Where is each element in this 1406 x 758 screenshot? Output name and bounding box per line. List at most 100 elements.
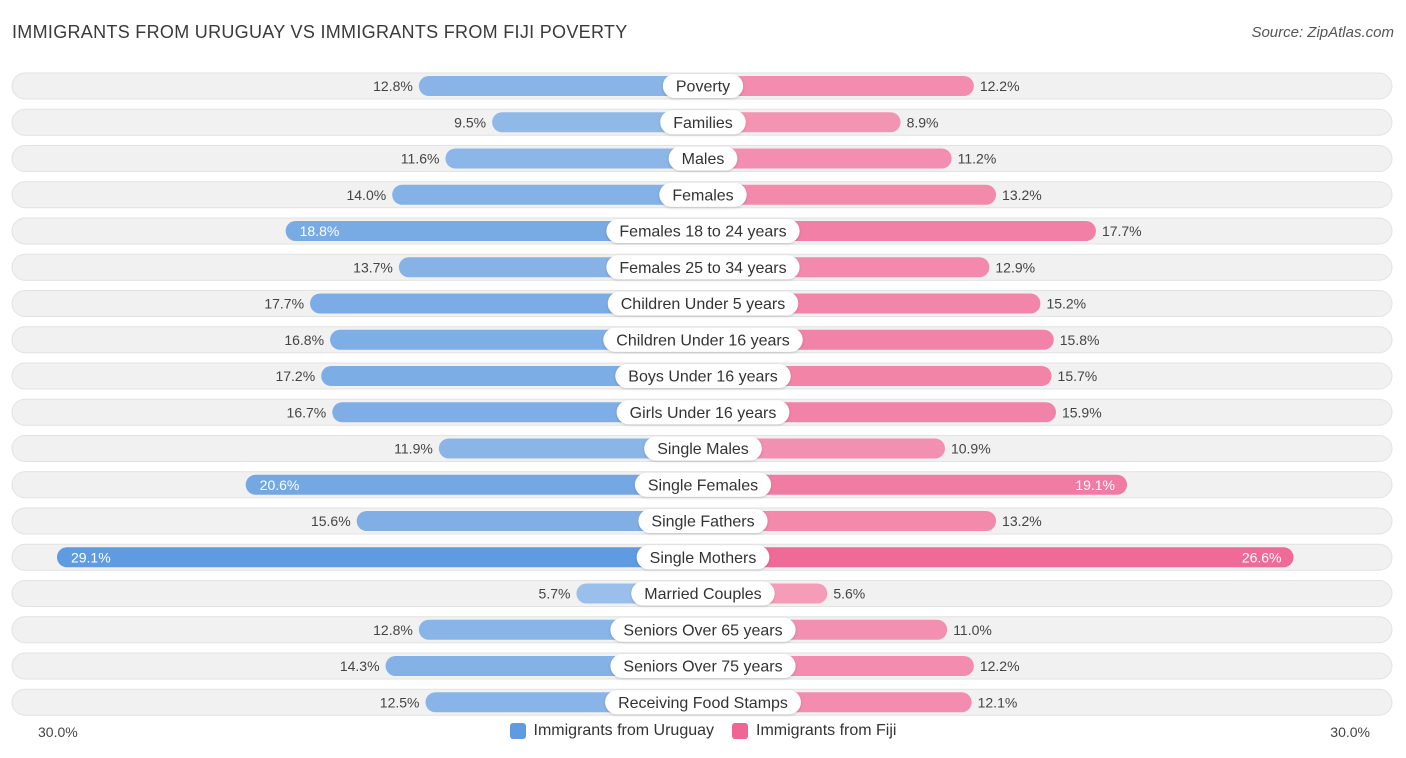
- value-label-uruguay: 17.2%: [275, 368, 315, 384]
- value-label-fiji: 11.2%: [958, 151, 997, 167]
- category-label: Seniors Over 65 years: [623, 622, 782, 639]
- legend-swatch-fiji: [732, 723, 749, 739]
- category-pill: [662, 74, 744, 98]
- bar-uruguay: [310, 293, 703, 314]
- category-pill: [668, 146, 738, 171]
- category-pill: [606, 255, 800, 280]
- bar-uruguay: [356, 511, 703, 531]
- category-label: Males: [682, 151, 725, 168]
- bar-uruguay: [56, 547, 704, 568]
- category-pill: [610, 617, 796, 642]
- category-label: Boys Under 16 years: [628, 369, 777, 386]
- bar-uruguay: [445, 148, 703, 169]
- value-label-uruguay: 29.1%: [71, 549, 111, 565]
- bar-fiji: [703, 474, 1128, 495]
- bar-uruguay: [245, 474, 703, 495]
- value-label-fiji: 8.9%: [907, 114, 939, 130]
- bar-uruguay: [492, 112, 703, 133]
- category-pill: [615, 364, 791, 388]
- bar-fiji: [703, 547, 1294, 568]
- axis-left-label: 30.0%: [38, 724, 78, 740]
- category-pill: [644, 436, 762, 461]
- value-label-uruguay: 15.6%: [311, 513, 351, 529]
- category-label: Single Mothers: [650, 550, 757, 567]
- bar-uruguay: [285, 221, 703, 241]
- value-label-uruguay: 12.8%: [373, 622, 413, 638]
- category-label: Females 18 to 24 years: [619, 224, 786, 241]
- category-label: Females 25 to 34 years: [619, 260, 786, 277]
- category-label: Poverty: [676, 79, 730, 96]
- category-pill: [607, 291, 799, 316]
- category-label: Children Under 5 years: [621, 296, 786, 313]
- chart-title: IMMIGRANTS FROM URUGUAY VS IMMIGRANTS FR…: [12, 22, 628, 42]
- value-label-uruguay: 9.5%: [454, 114, 486, 130]
- chart-rows: 12.8% 12.2% Poverty 9.5% 8.9% Families 11.6% 11…: [11, 72, 1393, 716]
- value-label-uruguay: 11.9%: [394, 441, 433, 457]
- legend-swatch-uruguay: [509, 723, 526, 739]
- value-label-uruguay: 16.8%: [284, 332, 324, 348]
- value-label-uruguay: 13.7%: [353, 259, 393, 275]
- value-label-fiji: 12.2%: [980, 658, 1020, 674]
- value-label-fiji: 13.2%: [1002, 187, 1042, 203]
- category-pill: [631, 581, 775, 606]
- value-label-fiji: 19.1%: [1075, 477, 1115, 493]
- bar-uruguay: [321, 366, 703, 386]
- value-label-fiji: 15.7%: [1058, 368, 1098, 384]
- category-pill: [659, 182, 747, 207]
- value-label-fiji: 10.9%: [951, 441, 991, 457]
- category-pill: [636, 545, 770, 570]
- bar-fiji: [703, 438, 945, 459]
- value-label-uruguay: 14.0%: [346, 187, 386, 203]
- category-label: Single Males: [657, 441, 749, 458]
- category-pill: [605, 690, 801, 715]
- category-label: Single Fathers: [651, 514, 754, 531]
- category-pill: [634, 472, 772, 497]
- value-label-fiji: 5.6%: [833, 586, 865, 602]
- value-label-fiji: 11.0%: [953, 622, 992, 638]
- value-label-fiji: 17.7%: [1102, 223, 1142, 239]
- value-label-uruguay: 17.7%: [264, 296, 304, 312]
- bar-uruguay: [392, 184, 703, 205]
- legend-label-fiji: Immigrants from Fiji: [756, 722, 897, 739]
- value-label-uruguay: 11.6%: [401, 151, 440, 167]
- category-label: Married Couples: [644, 586, 761, 603]
- category-pill: [616, 400, 790, 425]
- value-label-fiji: 13.2%: [1002, 513, 1042, 529]
- value-label-uruguay: 5.7%: [539, 586, 571, 602]
- category-label: Children Under 16 years: [616, 332, 789, 349]
- category-label: Seniors Over 75 years: [623, 659, 782, 676]
- bar-fiji: [703, 366, 1052, 386]
- legend-item-uruguay[interactable]: Immigrants from Uruguay: [509, 722, 714, 740]
- value-label-uruguay: 12.5%: [380, 694, 420, 710]
- bar-fiji: [703, 221, 1096, 241]
- value-label-fiji: 12.1%: [978, 694, 1018, 710]
- bar-fiji: [703, 112, 901, 133]
- bar-fiji: [703, 76, 974, 96]
- value-label-fiji: 15.2%: [1046, 296, 1086, 312]
- category-pill: [660, 110, 746, 135]
- bar-fiji: [703, 511, 997, 531]
- bar-fiji: [703, 148, 952, 169]
- category-label: Families: [673, 115, 733, 132]
- category-label: Females: [672, 187, 733, 204]
- legend: Immigrants from Uruguay Immigrants from …: [0, 722, 1406, 740]
- legend-item-fiji[interactable]: Immigrants from Fiji: [732, 722, 896, 740]
- value-label-uruguay: 14.3%: [340, 658, 380, 674]
- category-pill: [603, 327, 803, 352]
- value-label-fiji: 12.2%: [980, 78, 1020, 94]
- value-label-uruguay: 18.8%: [300, 223, 340, 239]
- value-label-uruguay: 20.6%: [260, 477, 300, 493]
- value-label-fiji: 15.8%: [1060, 332, 1100, 348]
- bar-uruguay: [418, 76, 703, 96]
- bar-fiji: [703, 402, 1056, 423]
- value-label-uruguay: 16.7%: [287, 404, 327, 420]
- category-label: Single Females: [648, 477, 758, 494]
- value-label-fiji: 15.9%: [1062, 404, 1102, 420]
- category-label: Girls Under 16 years: [630, 405, 777, 422]
- value-label-fiji: 26.6%: [1242, 549, 1282, 565]
- category-label: Receiving Food Stamps: [618, 695, 788, 712]
- bar-fiji: [703, 184, 997, 205]
- axis-right-label: 30.0%: [1330, 724, 1370, 740]
- category-pill: [610, 654, 796, 678]
